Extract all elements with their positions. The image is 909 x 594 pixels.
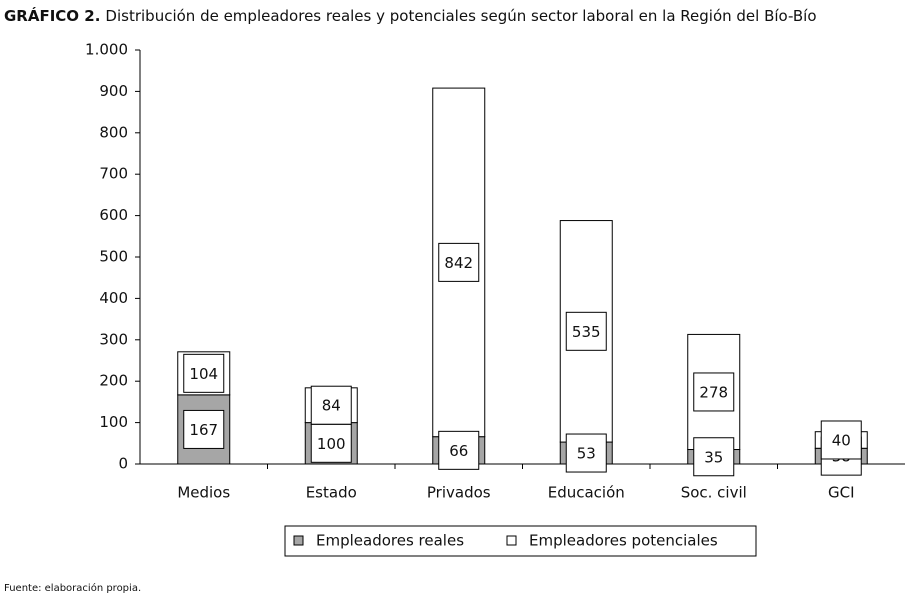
legend-swatch — [293, 535, 304, 546]
chart-title: GRÁFICO 2. Distribución de empleadores re… — [4, 6, 817, 25]
data-label: 53 — [577, 445, 596, 463]
data-label-box — [565, 311, 607, 351]
y-tick-label: 500 — [99, 248, 128, 266]
legend-label: Empleadores potenciales — [529, 532, 718, 550]
x-tick-label: Educación — [548, 484, 625, 502]
data-label: 40 — [832, 431, 851, 449]
x-tick-label: Soc. civil — [681, 484, 747, 502]
data-label-box — [438, 430, 480, 470]
data-label-box — [438, 242, 480, 282]
x-tick-label: GCI — [828, 484, 855, 502]
data-label: 535 — [572, 323, 601, 341]
data-label: 35 — [704, 448, 723, 466]
data-label-box — [693, 372, 735, 412]
data-label: 278 — [699, 383, 728, 401]
data-label: 100 — [317, 435, 346, 453]
data-label: 842 — [444, 254, 473, 272]
legend-swatch — [506, 535, 517, 546]
y-tick-label: 400 — [99, 289, 128, 307]
data-label: 167 — [189, 421, 218, 439]
data-label-box — [565, 433, 607, 473]
x-tick-label: Privados — [427, 484, 491, 502]
data-label-box — [693, 437, 735, 477]
data-label-box — [310, 385, 352, 425]
source-note: Fuente: elaboración propia. — [4, 582, 141, 594]
data-label-box — [183, 409, 225, 449]
y-tick-label: 700 — [99, 165, 128, 183]
data-label-box — [310, 423, 352, 463]
x-tick-label: Medios — [177, 484, 230, 502]
y-tick-label: 900 — [99, 82, 128, 100]
data-label: 104 — [189, 365, 218, 383]
data-label-box — [183, 353, 225, 393]
title-text: Distribución de empleadores reales y pot… — [105, 7, 816, 25]
data-label-box — [820, 420, 862, 460]
y-tick-label: 600 — [99, 206, 128, 224]
data-label: 84 — [322, 397, 341, 415]
data-label: 66 — [449, 442, 468, 460]
y-tick-label: 0 — [118, 455, 128, 473]
y-tick-label: 100 — [99, 413, 128, 431]
figure-label: GRÁFICO 2. — [4, 6, 100, 25]
y-tick-label: 300 — [99, 330, 128, 348]
legend-box — [284, 525, 757, 557]
x-tick-label: Estado — [306, 484, 357, 502]
y-tick-label: 800 — [99, 123, 128, 141]
y-tick-label: 1.000 — [85, 41, 128, 59]
y-tick-label: 200 — [99, 372, 128, 390]
legend-label: Empleadores reales — [316, 532, 464, 550]
